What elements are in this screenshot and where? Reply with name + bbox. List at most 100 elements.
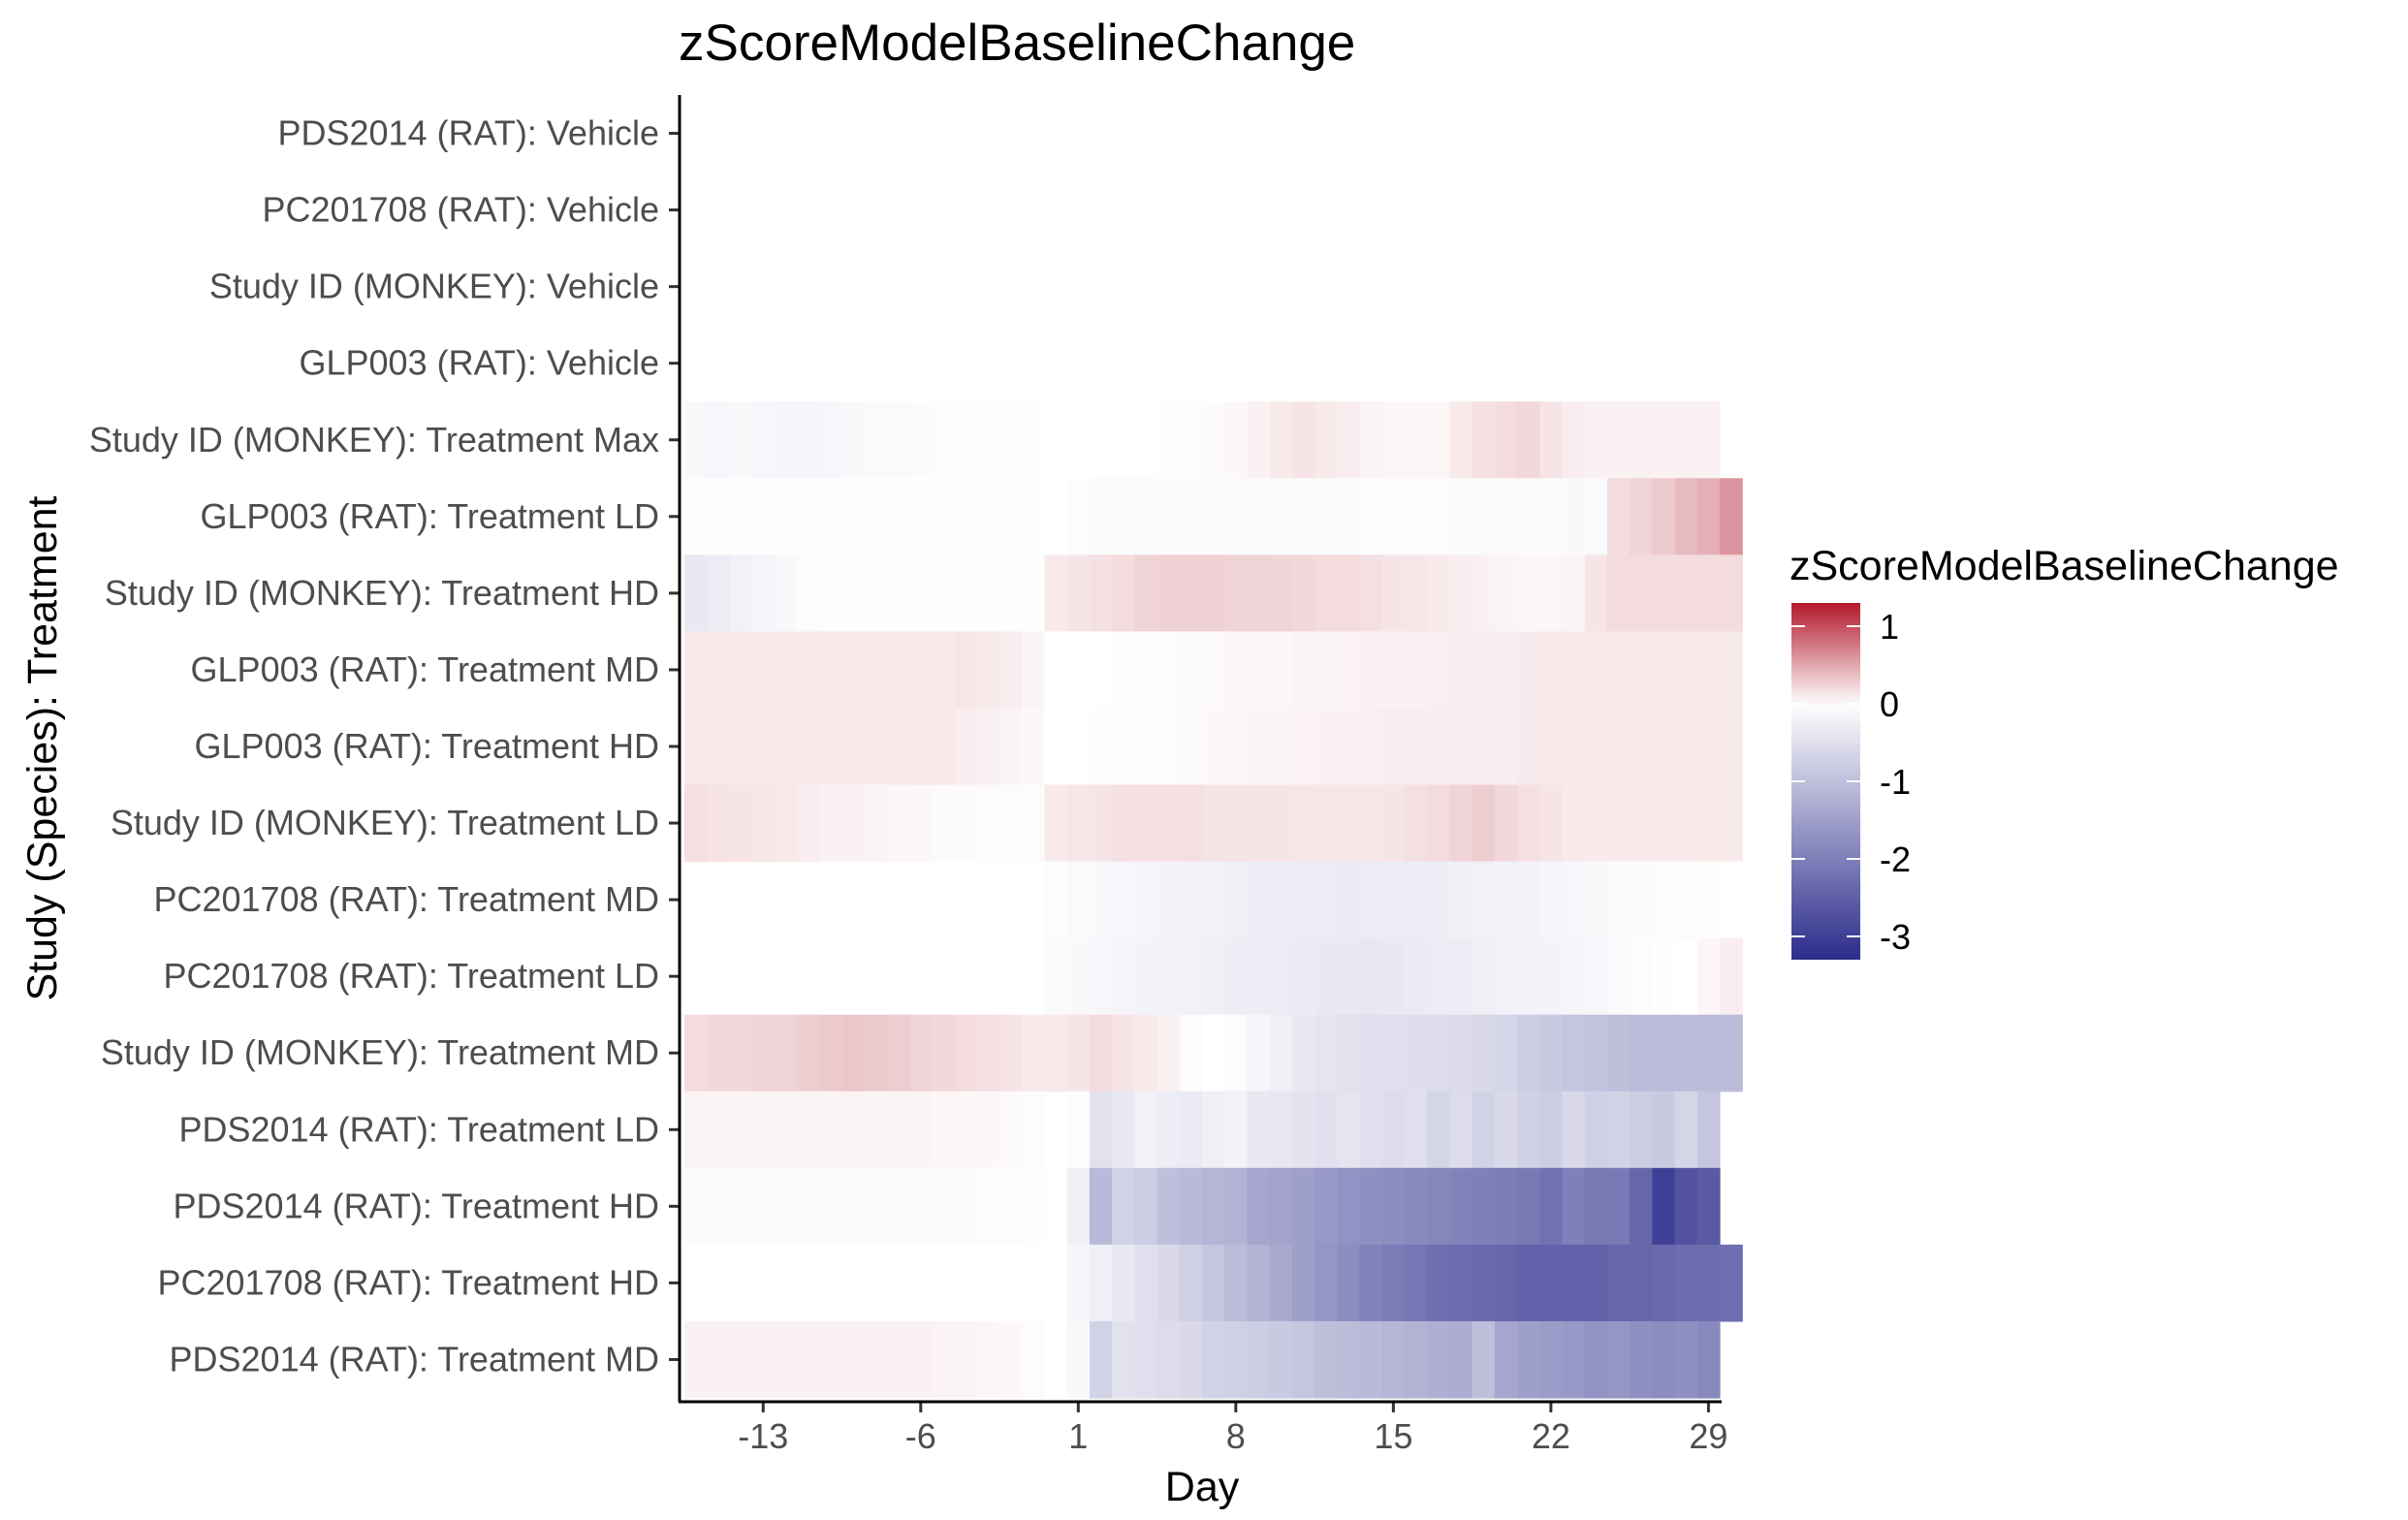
heatmap-cell [797,1091,820,1169]
heatmap-cell [1674,631,1698,710]
heatmap-cell [909,401,933,479]
heatmap-cell [932,478,956,555]
heatmap-cell [1112,478,1135,555]
heatmap-cell [1066,631,1091,710]
heatmap-cell [864,1167,888,1246]
heatmap-cell [1315,784,1338,863]
heatmap-cell [1720,1244,1743,1322]
heatmap-cell [1720,708,1743,786]
heatmap-cell [774,708,798,786]
heatmap-cell [1066,401,1091,479]
heatmap-cell [1562,401,1586,479]
heatmap-cell [797,1167,820,1246]
heatmap-cell [1224,937,1249,1016]
heatmap-cell [1381,1091,1406,1169]
heatmap-cell [729,1014,753,1092]
heatmap-cell [932,1014,956,1092]
heatmap-cell [1089,1014,1113,1092]
heatmap-cell [1134,1320,1158,1399]
heatmap-cell [1652,708,1676,786]
heatmap-cell [1674,1244,1698,1322]
heatmap-cell [1381,784,1406,863]
heatmap-cell [1674,401,1698,479]
heatmap-cell [797,1014,820,1092]
heatmap-cell [1494,1014,1518,1092]
heatmap-cell [1066,861,1091,939]
heatmap-cell [819,1167,843,1246]
y-tick-label: GLP003 (RAT): Treatment LD [200,496,659,536]
heatmap-cell [1696,861,1721,939]
heatmap-cell [1044,1244,1068,1322]
heatmap-cell [1359,1320,1383,1399]
heatmap-cell [1359,861,1383,939]
heatmap-cell [1202,554,1225,633]
heatmap-cell [729,708,753,786]
heatmap-cell [774,1167,798,1246]
heatmap-cell [841,1320,866,1399]
heatmap-cell [976,1014,1000,1092]
heatmap-cell [976,478,1000,555]
heatmap-cell [1652,937,1676,1016]
heatmap-cell [1134,631,1158,710]
heatmap-cell [1404,1014,1428,1092]
heatmap-cell [1359,401,1383,479]
heatmap-cell [1134,1014,1158,1092]
heatmap-cell [1112,1244,1135,1322]
heatmap-cell [1606,861,1631,939]
heatmap-cell [1584,631,1608,710]
heatmap-cell [1202,401,1225,479]
heatmap-cell [751,1014,776,1092]
heatmap-cell [1315,401,1338,479]
heatmap-cell [1022,631,1046,710]
heatmap-cell [932,784,956,863]
heatmap-cell [1494,554,1518,633]
heatmap-cell [1562,478,1586,555]
heatmap-cell [1291,478,1315,555]
heatmap-cell [1179,708,1203,786]
heatmap-cell [1449,1244,1473,1322]
y-tick-label: Study ID (MONKEY): Treatment LD [111,803,659,842]
heatmap-cell [774,401,798,479]
heatmap-cell [1224,861,1249,939]
heatmap-cell [1404,478,1428,555]
heatmap-cell [1337,631,1361,710]
heatmap-cell [1720,861,1743,939]
heatmap-cell [1224,401,1249,479]
heatmap-cell [1404,1167,1428,1246]
heatmap-cell [909,1091,933,1169]
y-tick-label: PDS2014 (RAT): Treatment MD [170,1339,659,1378]
heatmap-cell [1247,478,1271,555]
heatmap-cell [1337,1014,1361,1092]
heatmap-cell [797,401,820,479]
heatmap-cell [1696,1320,1721,1399]
heatmap-cell [886,631,910,710]
heatmap-cell [841,1014,866,1092]
heatmap-cell [1022,1091,1046,1169]
heatmap-cell [751,1167,776,1246]
heatmap-cell [751,1091,776,1169]
heatmap-cell [1315,1320,1338,1399]
heatmap-cell [1112,401,1135,479]
heatmap-cell [1381,554,1406,633]
heatmap-cell [751,784,776,863]
heatmap-cell [1291,1167,1315,1246]
heatmap-cell [932,554,956,633]
heatmap-cell [886,1014,910,1092]
heatmap-cell [999,554,1023,633]
heatmap-cell [1696,401,1721,479]
heatmap-cell [1156,1320,1181,1399]
heatmap-cell [1066,1167,1091,1246]
heatmap-cell [1089,1091,1113,1169]
color-legend: zScoreModelBaselineChange 1 0 -1 -2 -3 [1790,543,2339,960]
heatmap-cell [1156,401,1181,479]
heatmap-cell [684,1091,708,1169]
heatmap-cell [954,1320,978,1399]
x-tick-label: -6 [905,1416,936,1456]
heatmap-cell [1179,861,1203,939]
heatmap-cell [999,401,1023,479]
heatmap-cell [864,784,888,863]
heatmap-cell [954,401,978,479]
heatmap-cell [1156,708,1181,786]
heatmap-cell [1112,1091,1135,1169]
heatmap-cell [1291,401,1315,479]
